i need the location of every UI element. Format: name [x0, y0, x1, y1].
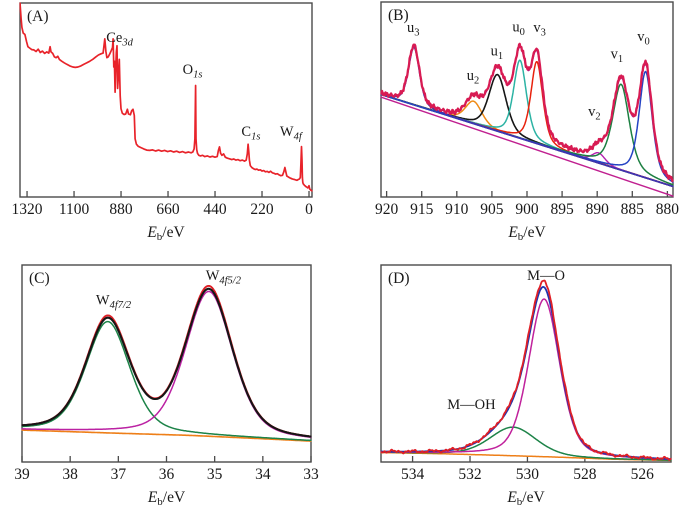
- x-tick-label: 530: [516, 466, 540, 483]
- x-tick-label: 900: [515, 201, 539, 218]
- peak-label: u3: [407, 20, 420, 39]
- curve-comp-m-o: [380, 298, 672, 461]
- curve-background: [21, 429, 312, 442]
- x-tick-label: 880: [109, 201, 133, 218]
- plot-frame: [380, 264, 672, 463]
- peak-label: W4f7/2: [96, 292, 132, 311]
- peak-label: Ce3d: [106, 30, 133, 49]
- plot-frame: [19, 2, 313, 198]
- x-tick-label: 220: [250, 201, 274, 218]
- peak-label: M—OH: [447, 397, 496, 413]
- x-tick-label: 526: [631, 466, 655, 483]
- curve-background-2: [380, 96, 674, 197]
- x-tick-label: 880: [656, 201, 680, 218]
- panel-A: 1320 1100 880 660 440 220 0 Eb/eV (A) Ce3d O1s C1s W…: [12, 2, 313, 243]
- x-axis-label: Eb/eV: [506, 489, 545, 508]
- peak-label: u2: [467, 68, 480, 87]
- x-tick-label: 895: [550, 201, 574, 218]
- x-tick-label: 35: [207, 466, 223, 483]
- x-tick-label: 910: [445, 201, 469, 218]
- x-tick-label: 33: [303, 466, 319, 483]
- curve-comp-4f5-2: [21, 290, 312, 439]
- peak-label: v0: [637, 29, 650, 48]
- curve-survey-data: [19, 2, 313, 192]
- panel-C: 39 38 37 36 35 34 33 Eb/eV (C) W4f7/2 W4f5/2: [14, 264, 319, 508]
- x-tick-label: 528: [573, 466, 597, 483]
- x-tick-label: 0: [305, 201, 313, 218]
- curve-envelope: [21, 287, 312, 438]
- x-tick-label: 660: [156, 201, 180, 218]
- panel-B: 920 915 910 905 900 895 890 885 880 Eb/eV (B)u3 u2 u…: [375, 1, 680, 243]
- peak-label: u1: [491, 44, 504, 63]
- x-tick-label: 1320: [12, 201, 43, 218]
- peak-label: v1: [611, 47, 624, 66]
- x-axis-label: Eb/eV: [146, 224, 185, 243]
- x-tick-label: 440: [203, 201, 227, 218]
- plot-frame: [21, 264, 312, 463]
- peak-label: C1s: [241, 124, 260, 143]
- x-tick-label: 36: [159, 466, 175, 483]
- x-tick-label: 1100: [59, 201, 90, 218]
- x-tick-label: 885: [621, 201, 645, 218]
- x-tick-label: 915: [410, 201, 434, 218]
- panel-D: 534 532 530 528 526 Eb/eV (D) M—O M—OH: [380, 264, 672, 508]
- peak-label: W4f5/2: [206, 268, 242, 287]
- peak-label: M—O: [527, 268, 565, 284]
- peak-label: W4f: [280, 124, 304, 143]
- peak-label: u0: [512, 19, 525, 38]
- x-tick-label: 37: [111, 466, 127, 483]
- x-tick-label: 34: [255, 466, 271, 483]
- curve-raw-data: [380, 279, 672, 461]
- peak-label: O1s: [183, 62, 203, 81]
- x-axis-label: Eb/eV: [507, 224, 546, 243]
- panel-tag: (D): [388, 270, 410, 287]
- curve-raw-data: [21, 284, 312, 438]
- peak-label: v2: [588, 104, 601, 123]
- x-tick-label: 920: [375, 201, 399, 218]
- panel-tag: (A): [27, 8, 49, 25]
- x-tick-label: 905: [480, 201, 504, 218]
- x-tick-label: 38: [62, 466, 78, 483]
- x-tick-label: 534: [401, 466, 425, 483]
- curve-comp-v0: [380, 70, 674, 183]
- curve-raw-data: [380, 42, 674, 183]
- peak-label: v3: [533, 20, 546, 39]
- panel-tag: (C): [29, 270, 50, 287]
- x-tick-label: 532: [458, 466, 481, 483]
- x-tick-label: 39: [14, 466, 30, 483]
- curve-comp-4f7-2: [21, 320, 312, 442]
- panel-tag: (B): [388, 7, 409, 24]
- x-tick-label: 890: [586, 201, 610, 218]
- x-axis-label: Eb/eV: [147, 489, 186, 508]
